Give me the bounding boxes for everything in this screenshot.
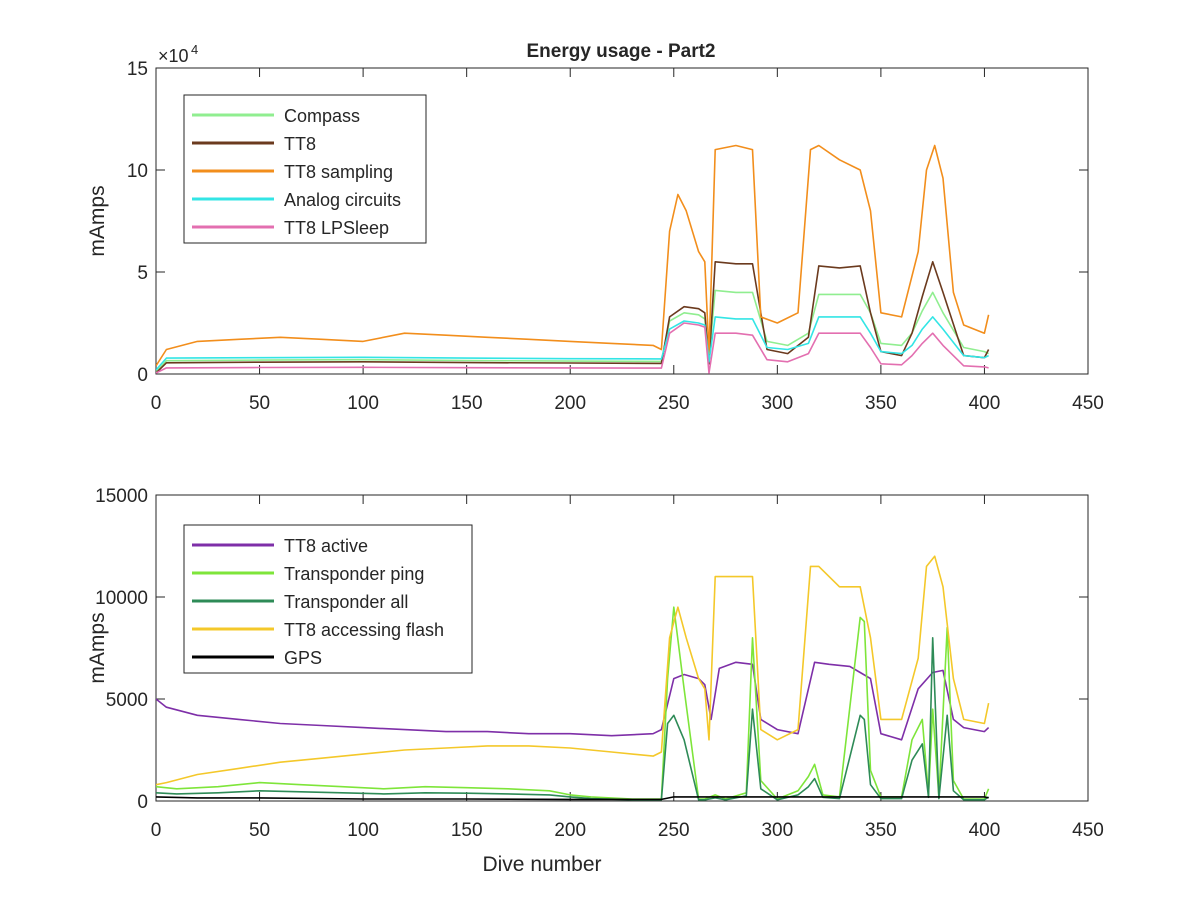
legend-label: TT8 sampling	[284, 162, 393, 182]
x-tick-label: 300	[761, 393, 793, 414]
x-tick-label: 400	[969, 393, 1001, 414]
legend: Compass TT8 TT8 sampling Analog circuits TT8…	[183, 94, 427, 244]
x-tick-label: 200	[554, 393, 586, 414]
x-tick-label: 350	[865, 820, 897, 841]
x-tick-label: 250	[658, 820, 690, 841]
figure-title: Energy usage - Part2	[526, 41, 715, 62]
legend-label: TT8	[284, 134, 316, 154]
x-tick-label: 50	[249, 393, 270, 414]
legend-label: GPS	[284, 648, 322, 668]
legend-label: Compass	[284, 106, 360, 126]
y-tick-label: 0	[137, 792, 148, 813]
y-axis-label: mAmps	[86, 612, 109, 683]
x-tick-label: 250	[658, 393, 690, 414]
series-line-transponder-all	[156, 636, 990, 801]
legend-label: TT8 LPSleep	[284, 218, 389, 238]
legend-label: TT8 accessing flash	[284, 620, 444, 640]
x-tick-label: 450	[1072, 393, 1104, 414]
legend-label: Analog circuits	[284, 190, 401, 210]
y-tick-label: 10	[127, 161, 148, 182]
x-tick-label: 350	[865, 393, 897, 414]
series-line-compass	[156, 289, 989, 373]
y-tick-label: 5000	[106, 690, 148, 711]
x-tick-label: 200	[554, 820, 586, 841]
x-tick-label: 100	[347, 393, 379, 414]
series-lines	[156, 144, 990, 374]
y-tick-label: 10000	[95, 588, 148, 609]
x-tick-label: 300	[761, 820, 793, 841]
y-tick-label: 15	[127, 59, 148, 80]
legend-box	[183, 524, 473, 674]
x-tick-label: 100	[347, 820, 379, 841]
x-tick-label: 400	[969, 820, 1001, 841]
series-line-tt8	[156, 260, 990, 374]
series-line-tt8-active	[156, 661, 990, 741]
x-tick-label: 0	[151, 393, 162, 414]
x-tick-label: 150	[451, 820, 483, 841]
y-tick-label: 5	[137, 263, 148, 284]
series-line-tt8-accessing-flash	[156, 555, 990, 786]
y-axis-label: mAmps	[86, 185, 109, 256]
x-tick-label: 450	[1072, 820, 1104, 841]
x-tick-label: 150	[451, 393, 483, 414]
x-tick-label: 0	[151, 820, 162, 841]
series-lines	[156, 555, 990, 801]
series-line-transponder-ping	[156, 606, 990, 800]
legend-box	[183, 94, 427, 244]
x-axis-label: Dive number	[482, 853, 601, 876]
y-exponent-label: ×10	[158, 46, 189, 66]
series-line-tt8-sampling	[156, 144, 990, 367]
series-line-tt8-lpsleep	[156, 322, 989, 374]
series-line-analog-circuits	[156, 316, 989, 371]
y-tick-label: 0	[137, 365, 148, 386]
legend-label: Transponder all	[284, 592, 408, 612]
legend: TT8 active Transponder ping Transponder al…	[183, 524, 473, 674]
bottom-energy-chart: 0 50 100 150 200 250 300 350 400 450 0 5000 10000 150…	[86, 486, 1104, 876]
y-exponent-power: 4	[191, 42, 198, 57]
top-energy-chart: 0 50 100 150 200 250 300 350 400 450 0 5 10 15 ×10 4 mAm…	[86, 42, 1104, 414]
x-tick-label: 50	[249, 820, 270, 841]
series-line-gps	[156, 796, 989, 801]
legend-label: Transponder ping	[284, 564, 424, 584]
legend-label: TT8 active	[284, 536, 368, 556]
y-tick-label: 15000	[95, 486, 148, 507]
